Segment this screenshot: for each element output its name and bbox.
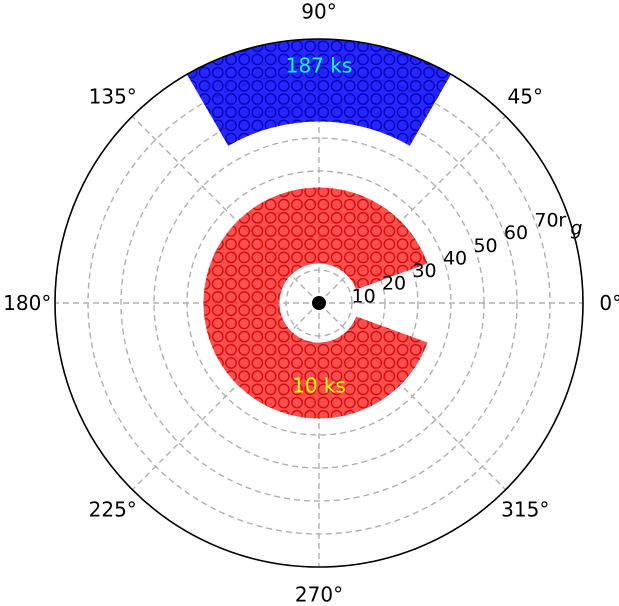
sector-layer bbox=[187, 38, 451, 419]
angular-tick-label-315: 315° bbox=[501, 497, 549, 521]
radial-tick-label-30: 30 bbox=[412, 260, 436, 282]
radial-tick-label-70: 70 bbox=[534, 210, 558, 232]
angular-tick-label-270: 270° bbox=[295, 583, 343, 606]
sector-label-1: 10 ks bbox=[292, 374, 346, 398]
angular-tick-label-45: 45° bbox=[508, 85, 543, 109]
radial-tick-label-50: 50 bbox=[473, 235, 497, 257]
angular-tick-label-225: 225° bbox=[89, 497, 137, 521]
label-layer: 187 ks 10 ks 0° 45° 90° 135° 180° 225° 270° 315° 1… bbox=[3, 0, 619, 606]
outer-frame bbox=[54, 38, 584, 568]
sector-hatch-1 bbox=[203, 187, 428, 419]
radial-tick-label-10: 10 bbox=[351, 285, 375, 307]
angular-tick-label-0: 0° bbox=[599, 291, 619, 315]
angular-tick-label-135: 135° bbox=[89, 85, 137, 109]
radial-tick-label-20: 20 bbox=[382, 273, 406, 295]
sector-hatch-0 bbox=[187, 38, 451, 146]
polar-frame bbox=[54, 38, 584, 568]
radial-unit-label: r bbox=[558, 210, 566, 232]
radial-tick-label-60: 60 bbox=[504, 222, 528, 244]
radial-tick-label-40: 40 bbox=[443, 247, 467, 269]
sector-label-0: 187 ks bbox=[286, 53, 353, 77]
center-marker bbox=[312, 296, 326, 310]
angular-tick-label-90: 90° bbox=[301, 0, 336, 23]
angular-tick-label-180: 180° bbox=[3, 291, 51, 315]
